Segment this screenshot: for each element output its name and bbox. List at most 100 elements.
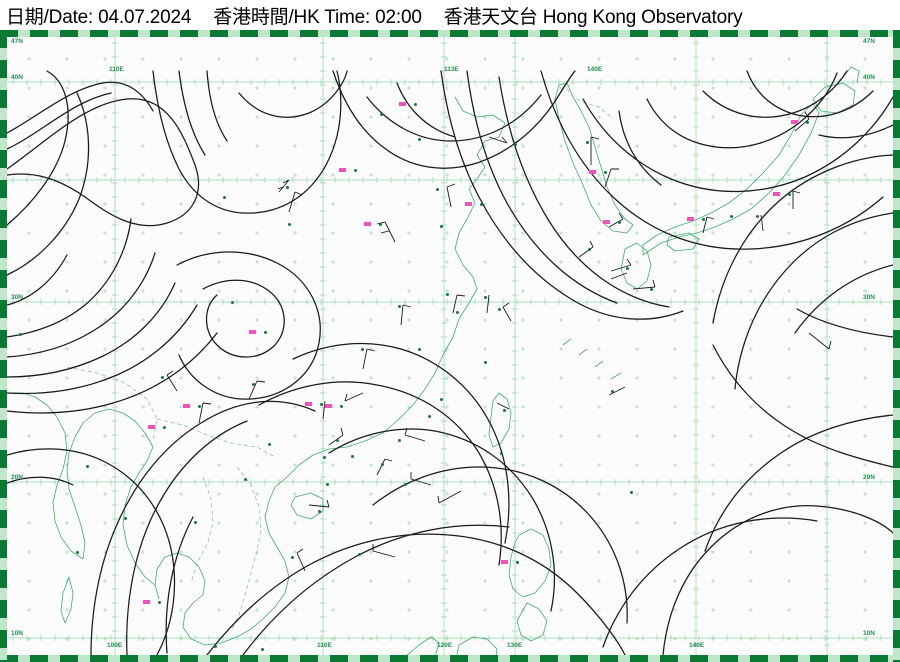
longitude-label: 110E xyxy=(109,66,124,73)
longitude-label: 120E xyxy=(437,642,453,649)
station-marker xyxy=(611,390,614,393)
station-marker xyxy=(194,521,197,524)
latitude-label: 20N xyxy=(11,474,23,481)
station-marker xyxy=(428,415,431,418)
chart-header: 日期/Date: 04.07.2024 香港時間/HK Time: 02:00 … xyxy=(0,0,900,30)
station-marker xyxy=(264,331,267,334)
station-marker xyxy=(418,348,421,351)
frame-top xyxy=(0,30,900,37)
wind-barb-layer xyxy=(166,111,832,572)
station-marker xyxy=(358,553,361,556)
station-precip-marker xyxy=(305,402,312,406)
station-precip-marker xyxy=(603,220,610,224)
station-precip-marker xyxy=(143,600,150,604)
station-marker xyxy=(788,193,791,196)
station-marker xyxy=(498,308,501,311)
longitude-label: 100E xyxy=(107,642,123,649)
station-precip-marker xyxy=(325,404,332,408)
station-precip-marker xyxy=(399,102,406,106)
station-marker xyxy=(261,648,264,651)
station-marker xyxy=(214,645,217,648)
longitude-label: 140E xyxy=(689,642,705,649)
longitude-label: 130E xyxy=(507,642,523,649)
time-label: 香港時間/HK Time: 02:00 xyxy=(213,6,422,28)
station-precip-marker xyxy=(791,120,798,124)
station-marker xyxy=(806,121,809,124)
station-marker xyxy=(626,267,629,270)
station-marker xyxy=(500,452,503,455)
station-marker xyxy=(86,465,89,468)
frame-right xyxy=(893,30,900,662)
station-marker xyxy=(161,376,164,379)
latitude-label: 30N xyxy=(863,294,875,301)
station-marker xyxy=(630,491,633,494)
latitude-label: 40N xyxy=(11,74,23,81)
isobar-layer xyxy=(7,70,893,655)
station-marker xyxy=(252,383,255,386)
station-marker xyxy=(604,171,607,174)
frame-bottom xyxy=(0,655,900,662)
station-marker xyxy=(318,510,321,513)
station-precip-marker xyxy=(687,217,694,221)
station-marker xyxy=(480,203,483,206)
station-precip-marker xyxy=(501,560,508,564)
station-marker xyxy=(446,293,449,296)
station-marker xyxy=(231,301,234,304)
station-marker xyxy=(380,113,383,116)
station-marker xyxy=(484,361,487,364)
station-precip-marker xyxy=(465,202,472,206)
station-marker xyxy=(516,561,519,564)
station-marker xyxy=(702,218,705,221)
station-marker xyxy=(398,439,401,442)
latitude-label: 10N xyxy=(863,630,875,637)
station-marker xyxy=(340,405,343,408)
station-marker xyxy=(291,556,294,559)
station-precip-marker xyxy=(589,170,596,174)
station-precip-marker xyxy=(773,192,780,196)
station-marker xyxy=(124,517,127,520)
longitude-label: 110E xyxy=(317,642,332,649)
station-precip-marker xyxy=(148,425,155,429)
station-marker xyxy=(336,439,339,442)
station-marker xyxy=(223,196,226,199)
date-label: 日期/Date: 04.07.2024 xyxy=(6,6,192,28)
station-marker xyxy=(414,103,417,106)
station-marker xyxy=(586,141,589,144)
latitude-label: 10N xyxy=(11,630,23,637)
longitude-label: 140E xyxy=(587,66,603,73)
station-marker xyxy=(361,348,364,351)
station-marker xyxy=(244,478,247,481)
coastline-layer xyxy=(11,66,860,655)
station-marker xyxy=(456,311,459,314)
station-marker xyxy=(323,456,326,459)
source-label: 香港天文台 Hong Kong Observatory xyxy=(443,6,743,28)
station-marker xyxy=(503,409,506,412)
station-marker xyxy=(436,188,439,191)
latitude-label: 30N xyxy=(11,294,23,301)
station-marker xyxy=(76,551,79,554)
station-marker xyxy=(484,296,487,299)
station-marker xyxy=(351,455,354,458)
latitude-label: 40N xyxy=(863,74,875,81)
station-marker xyxy=(198,405,201,408)
map-canvas: 47N 47N 40N 40N 30N 30N 20N 20N 10N 10N 100E 110E 12… xyxy=(7,37,893,655)
station-marker xyxy=(618,221,621,224)
graticule-layer xyxy=(7,37,893,655)
station-precip-marker xyxy=(249,330,256,334)
station-marker xyxy=(588,248,591,251)
station-marker xyxy=(320,403,323,406)
station-marker xyxy=(354,169,357,172)
station-marker xyxy=(398,305,401,308)
latitude-label: 20N xyxy=(863,474,875,481)
latitude-label: 47N xyxy=(11,38,23,45)
station-marker xyxy=(163,426,166,429)
weather-chart: 47N 47N 40N 40N 30N 30N 20N 20N 10N 10N 100E 110E 12… xyxy=(0,30,900,662)
station-marker xyxy=(326,483,329,486)
station-precip-marker xyxy=(339,168,346,172)
frame-left xyxy=(0,30,7,662)
station-marker xyxy=(268,443,271,446)
station-marker xyxy=(381,463,384,466)
station-marker xyxy=(19,333,22,336)
station-marker xyxy=(730,215,733,218)
station-marker xyxy=(418,138,421,141)
